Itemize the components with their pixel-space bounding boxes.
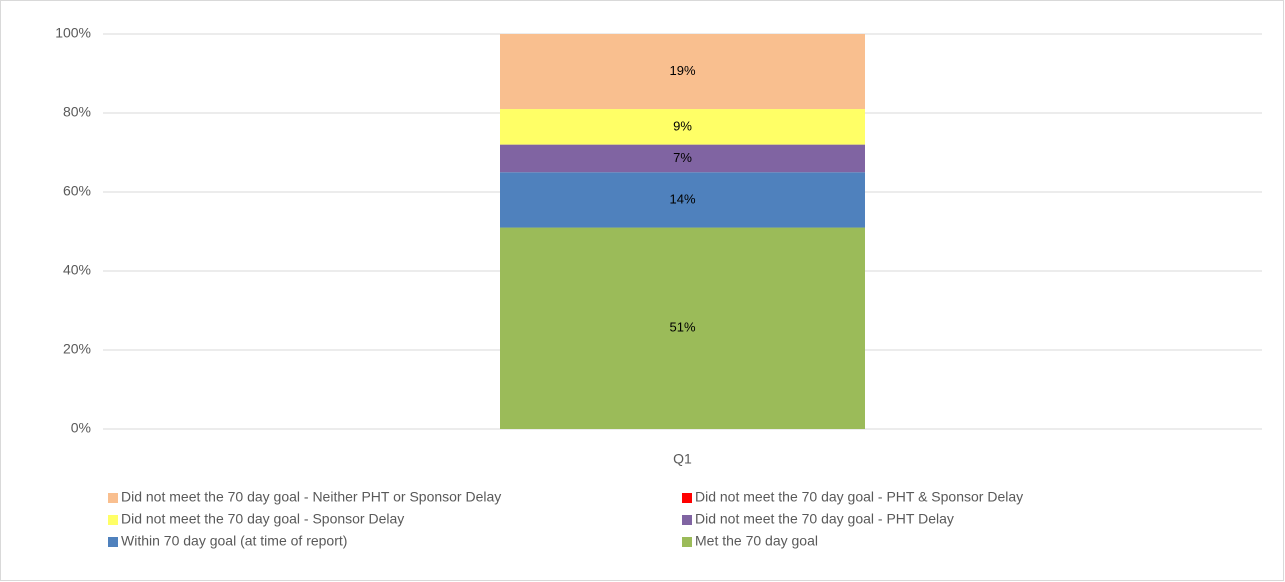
legend-label: Did not meet the 70 day goal - Sponsor D… (121, 511, 404, 527)
legend-swatch (682, 493, 692, 503)
y-tick-label: 0% (71, 420, 91, 436)
data-label: 51% (669, 320, 695, 335)
y-tick-label: 80% (63, 104, 91, 120)
legend-swatch (108, 493, 118, 503)
legend-label: Did not meet the 70 day goal - PHT Delay (695, 511, 954, 527)
legend-label: Did not meet the 70 day goal - Neither P… (121, 489, 501, 505)
legend-swatch (108, 515, 118, 525)
y-tick-label: 60% (63, 183, 91, 199)
data-label: 9% (673, 118, 692, 133)
legend-label: Met the 70 day goal (695, 533, 818, 549)
legend-swatch (682, 537, 692, 547)
legend-label: Within 70 day goal (at time of report) (121, 533, 347, 549)
bar-segment (500, 227, 865, 429)
bar-segment (500, 109, 865, 145)
y-tick-label: 100% (55, 25, 91, 41)
y-tick-label: 40% (63, 262, 91, 278)
data-label: 14% (669, 191, 695, 206)
data-label: 7% (673, 150, 692, 165)
bar-segment (500, 34, 865, 110)
x-tick-label: Q1 (673, 451, 692, 467)
bar-segment (500, 144, 865, 173)
legend-swatch (682, 515, 692, 525)
bar-segment (500, 172, 865, 228)
legend-label: Did not meet the 70 day goal - PHT & Spo… (695, 489, 1023, 505)
legend-swatch (108, 537, 118, 547)
y-tick-label: 20% (63, 341, 91, 357)
data-label: 19% (669, 63, 695, 78)
